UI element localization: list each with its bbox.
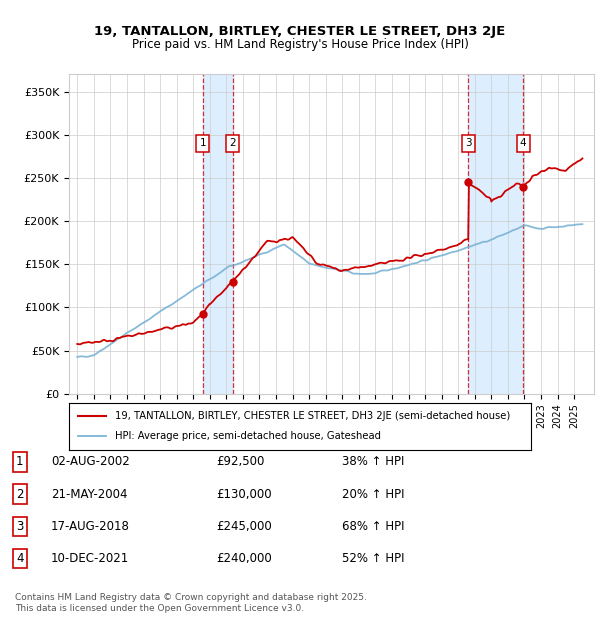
- Text: 10-DEC-2021: 10-DEC-2021: [51, 552, 129, 565]
- Text: 38% ↑ HPI: 38% ↑ HPI: [342, 456, 404, 468]
- Text: 2: 2: [229, 138, 236, 148]
- Text: 17-AUG-2018: 17-AUG-2018: [51, 520, 130, 533]
- Text: £92,500: £92,500: [216, 456, 265, 468]
- Text: 02-AUG-2002: 02-AUG-2002: [51, 456, 130, 468]
- Text: £240,000: £240,000: [216, 552, 272, 565]
- Bar: [469, 74, 523, 394]
- Text: 3: 3: [16, 520, 23, 533]
- Text: Price paid vs. HM Land Registry's House Price Index (HPI): Price paid vs. HM Land Registry's House …: [131, 38, 469, 51]
- Text: Contains HM Land Registry data © Crown copyright and database right 2025.
This d: Contains HM Land Registry data © Crown c…: [15, 593, 367, 613]
- Text: £130,000: £130,000: [216, 488, 272, 500]
- Text: 4: 4: [16, 552, 23, 565]
- Text: 52% ↑ HPI: 52% ↑ HPI: [342, 552, 404, 565]
- Text: 21-MAY-2004: 21-MAY-2004: [51, 488, 128, 500]
- Text: 20% ↑ HPI: 20% ↑ HPI: [342, 488, 404, 500]
- Text: 1: 1: [16, 456, 23, 468]
- Text: 19, TANTALLON, BIRTLEY, CHESTER LE STREET, DH3 2JE: 19, TANTALLON, BIRTLEY, CHESTER LE STREE…: [94, 25, 506, 38]
- Text: £245,000: £245,000: [216, 520, 272, 533]
- Text: 2: 2: [16, 488, 23, 500]
- Text: 19, TANTALLON, BIRTLEY, CHESTER LE STREET, DH3 2JE (semi-detached house): 19, TANTALLON, BIRTLEY, CHESTER LE STREE…: [115, 411, 511, 421]
- Text: 68% ↑ HPI: 68% ↑ HPI: [342, 520, 404, 533]
- Text: 3: 3: [465, 138, 472, 148]
- Text: 4: 4: [520, 138, 526, 148]
- Text: HPI: Average price, semi-detached house, Gateshead: HPI: Average price, semi-detached house,…: [115, 432, 381, 441]
- Bar: [203, 74, 233, 394]
- Text: 1: 1: [200, 138, 206, 148]
